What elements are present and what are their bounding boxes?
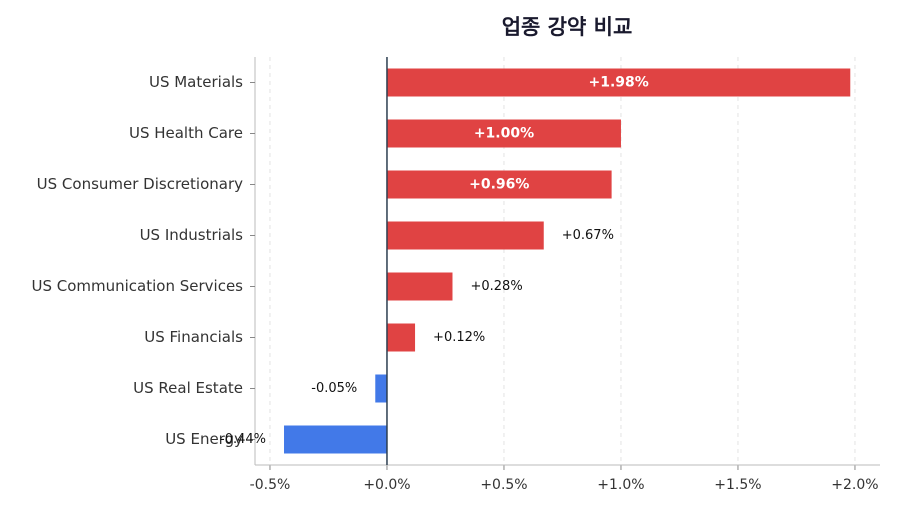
y-tick-label: US Consumer Discretionary — [37, 175, 243, 193]
x-tick-label: +1.5% — [714, 477, 761, 493]
value-label: +0.28% — [470, 279, 522, 294]
x-tick-label: -0.5% — [250, 477, 291, 493]
value-label: +0.67% — [562, 228, 614, 243]
x-tick-label: +1.0% — [597, 477, 644, 493]
x-tick-label: +0.0% — [363, 477, 410, 493]
chart-title: 업종 강약 비교 — [502, 15, 633, 39]
value-label: -0.44% — [220, 432, 266, 447]
y-tick-label: US Industrials — [140, 226, 244, 244]
y-tick-label: US Health Care — [129, 124, 243, 142]
x-tick-label: +0.5% — [480, 477, 527, 493]
bar — [386, 119, 621, 148]
bar — [386, 272, 453, 301]
y-tick-label: US Materials — [149, 73, 243, 91]
bar — [386, 221, 544, 250]
y-tick-label: US Communication Services — [31, 277, 243, 295]
y-tick-label: US Financials — [144, 328, 243, 346]
value-label: -0.05% — [311, 381, 357, 396]
bar — [386, 323, 416, 352]
value-label: +1.98% — [588, 75, 648, 91]
x-tick-label: +2.0% — [831, 477, 878, 493]
value-label: +0.96% — [469, 177, 529, 193]
bar — [386, 170, 612, 199]
bar — [375, 374, 387, 403]
bar — [284, 425, 387, 454]
y-tick-label: US Real Estate — [133, 379, 243, 397]
value-label: +0.12% — [433, 330, 485, 345]
value-label: +1.00% — [474, 126, 534, 142]
bar — [386, 68, 851, 97]
y-tick-label: US Energy — [165, 430, 243, 448]
